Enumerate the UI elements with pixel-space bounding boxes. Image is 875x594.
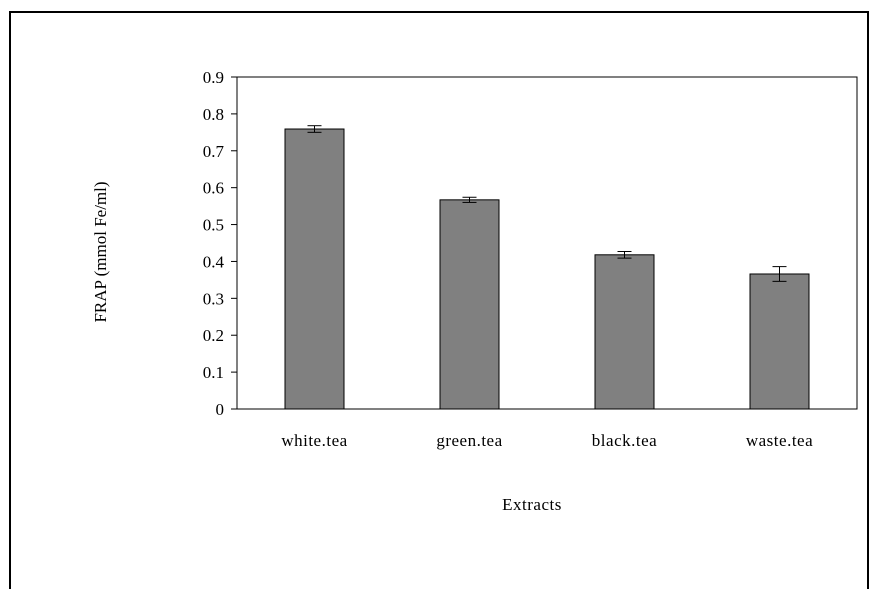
x-tick-label: waste.tea [746, 431, 813, 450]
y-tick-label: 0 [216, 400, 225, 419]
y-axis-ticks: 0 0.1 0.2 0.3 0.4 0.5 0.6 0.7 0.8 0.9 [203, 68, 237, 419]
y-tick-label: 0.3 [203, 289, 224, 308]
x-tick-label: black.tea [592, 431, 657, 450]
y-tick-label: 0.9 [203, 68, 224, 87]
bar-green-tea [439, 199, 500, 410]
bars [284, 125, 810, 410]
y-tick-label: 0.2 [203, 326, 224, 345]
y-tick-label: 0.6 [203, 179, 224, 198]
y-axis-label: FRAP (mmol Fe/ml) [91, 181, 110, 322]
y-tick-label: 0.4 [203, 252, 225, 271]
y-tick-label: 0.1 [203, 363, 224, 382]
figure-border [9, 11, 869, 589]
y-tick-label: 0.7 [203, 142, 225, 161]
bar-waste-tea [749, 273, 810, 410]
bar-black-tea [594, 254, 655, 410]
x-tick-label: green.tea [436, 431, 502, 450]
bar-white-tea [284, 128, 345, 410]
x-tick-label: white.tea [281, 431, 347, 450]
x-axis-ticks: white.tea green.tea black.tea waste.tea [281, 431, 813, 450]
y-tick-label: 0.5 [203, 216, 224, 235]
y-tick-label: 0.8 [203, 105, 224, 124]
x-axis-label: Extracts [502, 495, 562, 514]
